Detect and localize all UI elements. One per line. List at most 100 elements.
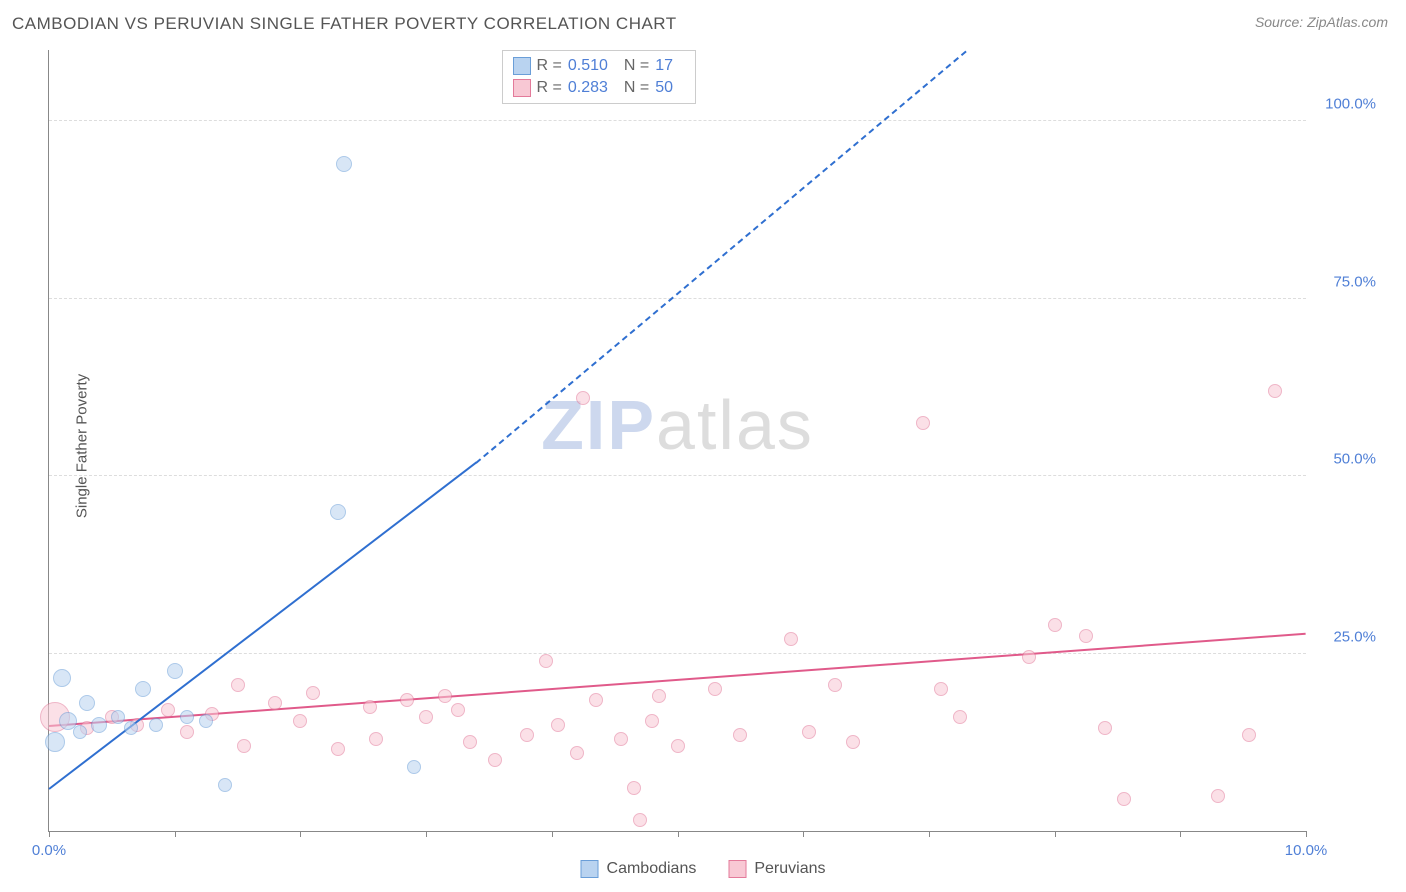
legend-item: Peruvians [728, 860, 825, 878]
n-value: 17 [655, 57, 685, 75]
y-tick-label: 25.0% [1316, 628, 1376, 645]
correlation-legend-row: R = 0.283 N = 50 [513, 77, 686, 99]
x-tick [678, 831, 679, 837]
watermark-left: ZIP [541, 386, 656, 464]
scatter-point [934, 682, 948, 696]
scatter-point [293, 714, 307, 728]
scatter-point [199, 714, 213, 728]
r-label: R = [537, 79, 562, 97]
scatter-point [1242, 728, 1256, 742]
legend-label: Peruvians [754, 860, 825, 878]
scatter-point [306, 686, 320, 700]
legend-label: Cambodians [607, 860, 697, 878]
gridline [49, 653, 1306, 654]
plot-area: ZIPatlas R =0.510N =17R =0.283N =50 25.0… [48, 50, 1306, 832]
scatter-point [570, 746, 584, 760]
scatter-point [1022, 650, 1036, 664]
gridline [49, 298, 1306, 299]
scatter-point [330, 504, 346, 520]
scatter-point [520, 728, 534, 742]
x-tick [552, 831, 553, 837]
n-value: 50 [655, 79, 685, 97]
scatter-point [614, 732, 628, 746]
scatter-point [802, 725, 816, 739]
scatter-point [828, 678, 842, 692]
x-tick [300, 831, 301, 837]
series-legend: Cambodians Peruvians [581, 860, 826, 878]
scatter-point [576, 391, 590, 405]
scatter-point [419, 710, 433, 724]
scatter-point [1211, 789, 1225, 803]
r-value: 0.510 [568, 57, 618, 75]
x-tick [1055, 831, 1056, 837]
scatter-point [336, 156, 352, 172]
scatter-point [79, 695, 95, 711]
scatter-point [400, 693, 414, 707]
correlation-legend-row: R = 0.510 N = 17 [513, 55, 686, 77]
correlation-legend: R = 0.510 N = 17 R = 0.283 N = 50 [502, 50, 697, 104]
scatter-point [652, 689, 666, 703]
scatter-point [953, 710, 967, 724]
r-label: R = [537, 57, 562, 75]
chart-area: ZIPatlas R =0.510N =17R =0.283N =50 25.0… [48, 50, 1306, 832]
r-value: 0.283 [568, 79, 618, 97]
scatter-point [149, 718, 163, 732]
scatter-point [111, 710, 125, 724]
x-tick [175, 831, 176, 837]
scatter-point [451, 703, 465, 717]
scatter-point [846, 735, 860, 749]
scatter-point [671, 739, 685, 753]
scatter-point [180, 725, 194, 739]
scatter-point [784, 632, 798, 646]
scatter-point [1117, 792, 1131, 806]
scatter-point [73, 725, 87, 739]
scatter-point [733, 728, 747, 742]
chart-title: CAMBODIAN VS PERUVIAN SINGLE FATHER POVE… [12, 14, 677, 34]
x-tick [1180, 831, 1181, 837]
scatter-point [916, 416, 930, 430]
x-tick [929, 831, 930, 837]
scatter-point [551, 718, 565, 732]
scatter-point [407, 760, 421, 774]
scatter-point [627, 781, 641, 795]
scatter-point [438, 689, 452, 703]
trend-line [476, 50, 968, 463]
scatter-point [237, 739, 251, 753]
legend-swatch [728, 860, 746, 878]
scatter-point [1048, 618, 1062, 632]
legend-swatch [513, 79, 531, 97]
x-tick [49, 831, 50, 837]
scatter-point [167, 663, 183, 679]
y-tick-label: 75.0% [1316, 273, 1376, 290]
y-tick-label: 100.0% [1316, 96, 1376, 113]
scatter-point [53, 669, 71, 687]
scatter-point [180, 710, 194, 724]
scatter-point [231, 678, 245, 692]
scatter-point [539, 654, 553, 668]
gridline [49, 475, 1306, 476]
x-tick-label: 10.0% [1285, 842, 1328, 859]
legend-swatch [581, 860, 599, 878]
scatter-point [1079, 629, 1093, 643]
y-tick-label: 50.0% [1316, 451, 1376, 468]
n-label: N = [624, 57, 649, 75]
scatter-point [218, 778, 232, 792]
scatter-point [488, 753, 502, 767]
legend-swatch [513, 57, 531, 75]
scatter-point [363, 700, 377, 714]
scatter-point [91, 717, 107, 733]
scatter-point [369, 732, 383, 746]
trend-line [48, 462, 477, 790]
gridline [49, 120, 1306, 121]
scatter-point [1098, 721, 1112, 735]
scatter-point [135, 681, 151, 697]
n-label: N = [624, 79, 649, 97]
scatter-point [645, 714, 659, 728]
scatter-point [45, 732, 65, 752]
scatter-point [463, 735, 477, 749]
scatter-point [589, 693, 603, 707]
x-tick [1306, 831, 1307, 837]
scatter-point [708, 682, 722, 696]
x-tick [426, 831, 427, 837]
scatter-point [633, 813, 647, 827]
